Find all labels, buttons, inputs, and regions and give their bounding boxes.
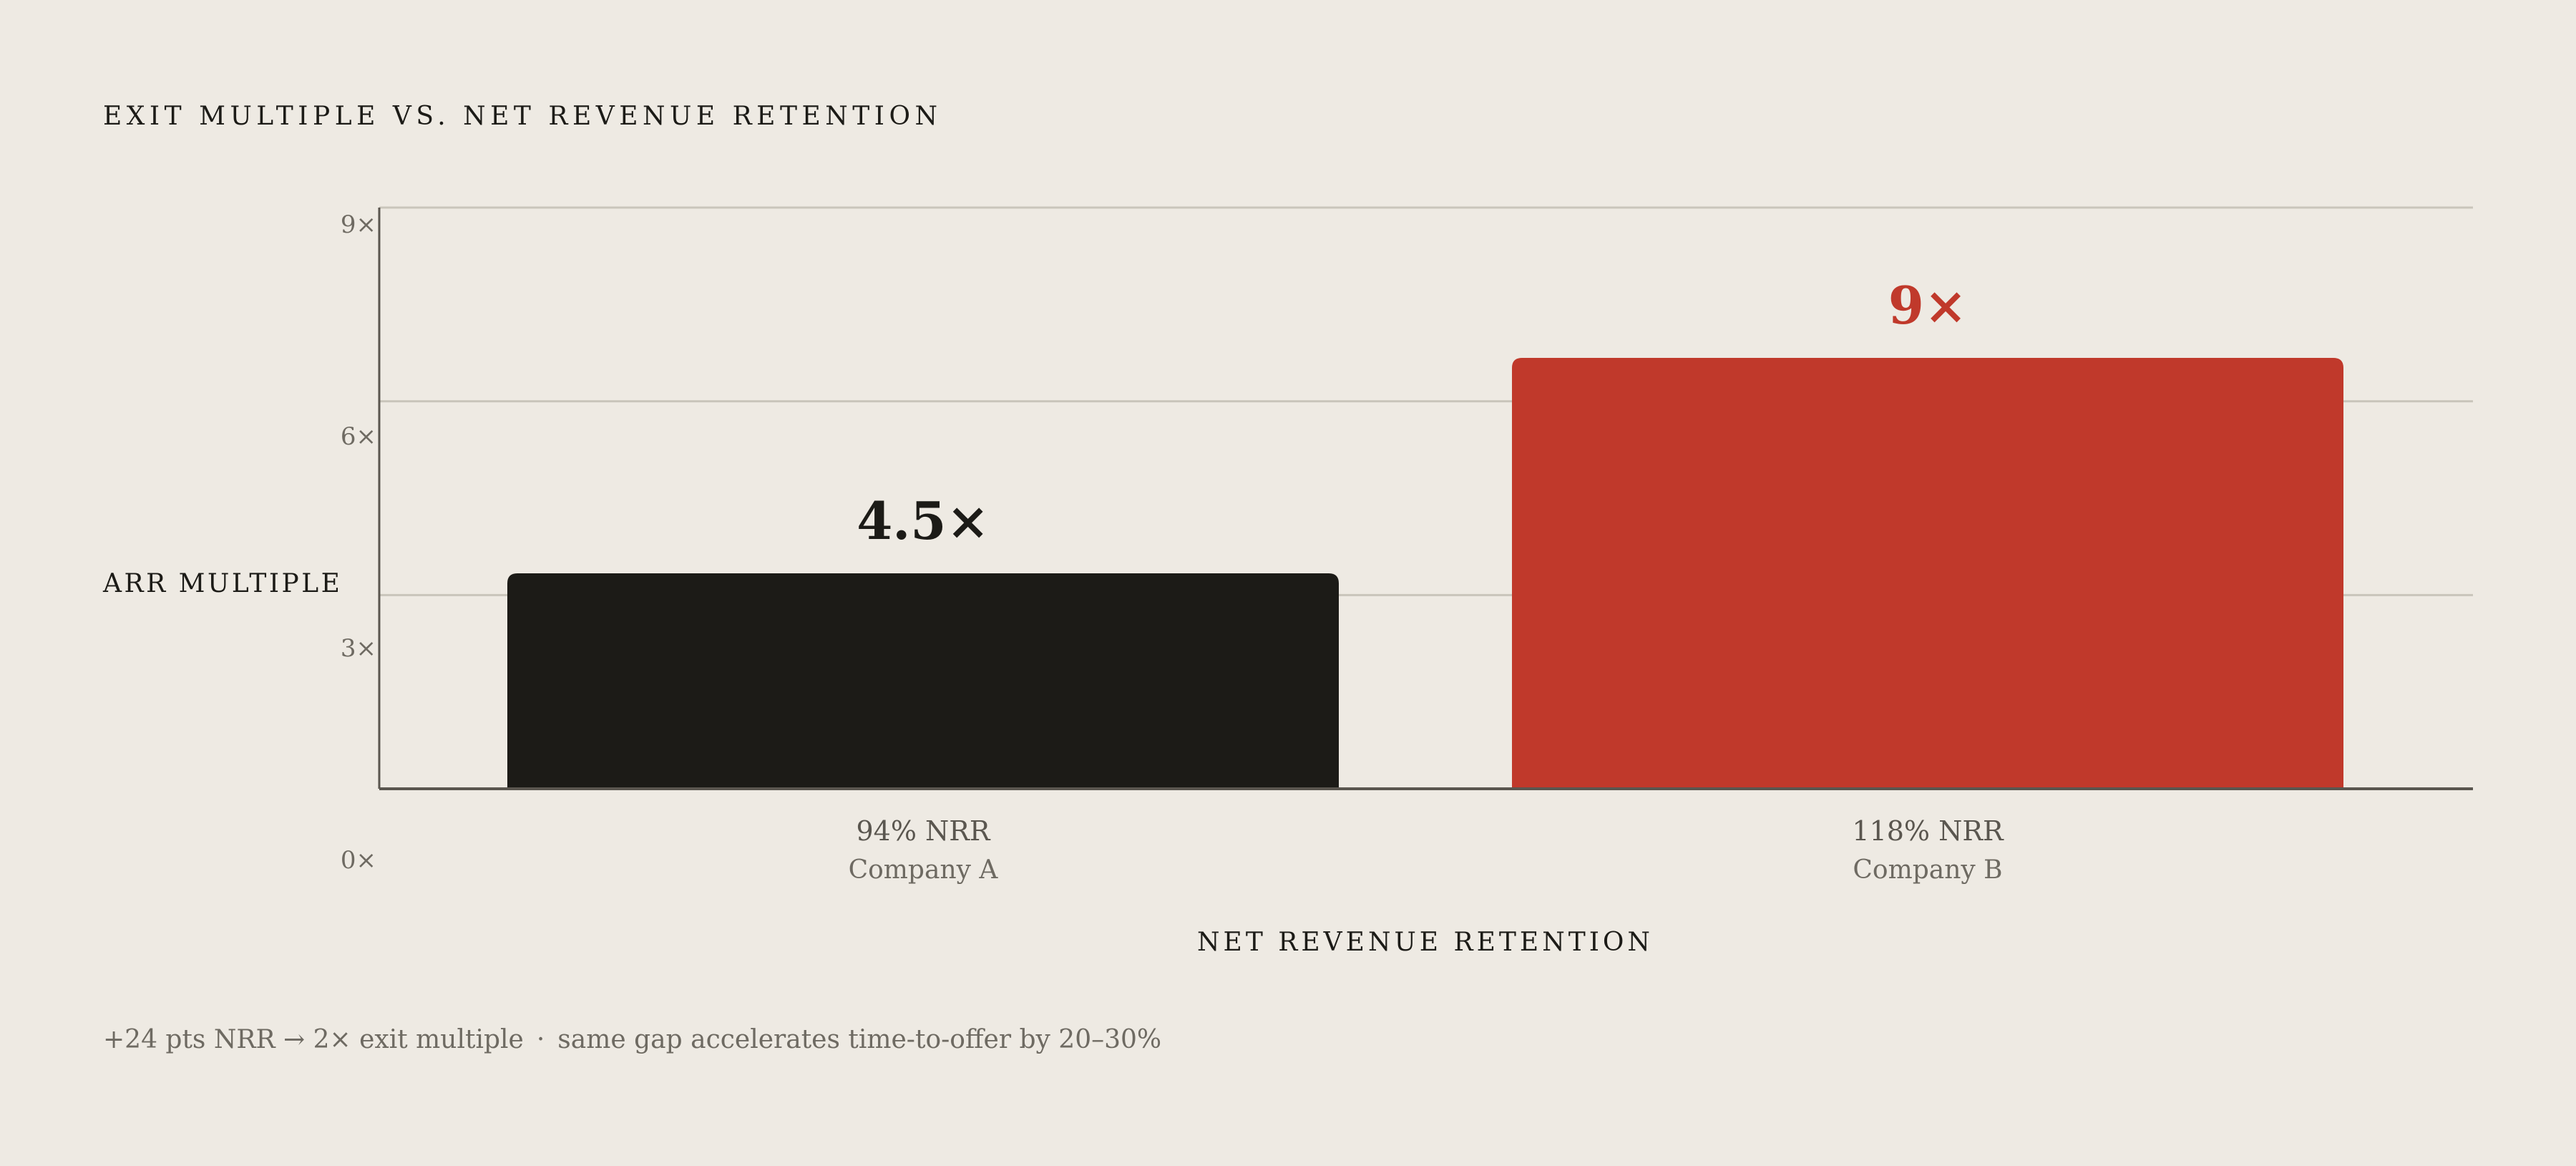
category-company-label: Company A	[849, 855, 999, 885]
category-nrr-label: 118% NRR	[1852, 815, 2004, 847]
footnote-claim: +24 pts NRR → 2× exit multiple	[103, 1025, 524, 1054]
footnote-detail: same gap accelerates time-to-offer by 20…	[557, 1025, 1162, 1054]
bar	[507, 573, 1339, 789]
y-tick-label: 3×	[341, 634, 376, 663]
chart-title: EXIT MULTIPLE VS. NET REVENUE RETENTION	[103, 102, 942, 131]
y-axis-label: ARR MULTIPLE	[103, 569, 343, 598]
footnote-separator: ·	[536, 1025, 545, 1054]
category-nrr-label: 94% NRR	[856, 815, 990, 847]
bar	[1512, 358, 2343, 789]
y-tick-label: 6×	[341, 422, 376, 451]
bar-value-label: 9×	[1888, 275, 1967, 336]
footnote: +24 pts NRR → 2× exit multiple · same gap …	[103, 1025, 1161, 1054]
y-tick-label: 0×	[341, 846, 376, 875]
category-company-label: Company B	[1853, 855, 2002, 885]
y-tick-label: 9×	[341, 210, 376, 239]
x-axis-label: NET REVENUE RETENTION	[1197, 928, 1654, 957]
bar-value-label: 4.5×	[857, 490, 990, 551]
